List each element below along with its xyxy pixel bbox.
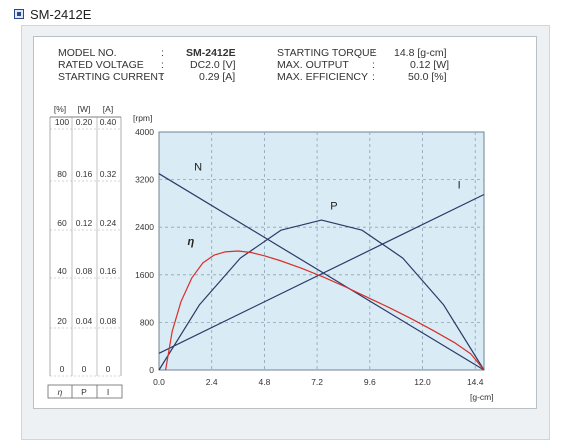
left-axis-tick-label: 0.12 bbox=[76, 218, 93, 228]
colon: : bbox=[161, 59, 164, 71]
colon: : bbox=[161, 47, 164, 59]
series-line-i bbox=[158, 193, 485, 354]
left-axis-tick-label: 60 bbox=[57, 218, 67, 228]
left-axis-footer-label: P bbox=[81, 387, 87, 397]
x-tick-label: 0.0 bbox=[153, 377, 165, 387]
series-label: η bbox=[188, 236, 195, 248]
left-axis-tick-label: 20 bbox=[57, 316, 67, 326]
y-tick-label: 3200 bbox=[135, 175, 154, 185]
starting-current-value: 0.29 [A] bbox=[199, 71, 236, 83]
left-axis-tick-label: 0.04 bbox=[76, 316, 93, 326]
series-label: N bbox=[194, 162, 202, 174]
max-output-value: 0.12 [W] bbox=[410, 59, 450, 71]
left-axis-tick-label: 0.08 bbox=[100, 316, 117, 326]
colon: : bbox=[372, 47, 375, 59]
series-line-eta bbox=[165, 250, 485, 371]
x-axis-label: [g-cm] bbox=[470, 392, 494, 402]
left-axis-tick-label: 0 bbox=[82, 364, 87, 374]
colon: : bbox=[372, 59, 375, 71]
left-axis-tick-label: 0.16 bbox=[76, 169, 93, 179]
left-axis-tick-label: 0.24 bbox=[100, 218, 117, 228]
y-axis-label: [rpm] bbox=[133, 113, 152, 123]
model-no-label: MODEL NO. bbox=[58, 47, 117, 59]
left-axis-tick-label: 0.08 bbox=[76, 266, 93, 276]
max-output-label: MAX. OUTPUT bbox=[277, 59, 349, 71]
left-axis-footer-label: I bbox=[107, 387, 109, 397]
plot-area bbox=[158, 131, 485, 371]
left-axis-tick-label: 0 bbox=[60, 364, 65, 374]
left-axis-header: [%] bbox=[54, 104, 66, 114]
left-axis-tick-label: 0 bbox=[106, 364, 111, 374]
page-title: SM-2412E bbox=[30, 6, 92, 22]
left-axis-header: [W] bbox=[78, 104, 91, 114]
max-efficiency-label: MAX. EFFICIENCY bbox=[277, 71, 369, 83]
y-tick-label: 4000 bbox=[135, 127, 154, 137]
left-axis-tick-label: 0.40 bbox=[100, 117, 117, 127]
left-axis-footer-label: η bbox=[58, 387, 63, 397]
left-axis-tick-label: 100 bbox=[55, 117, 69, 127]
y-tick-label: 0 bbox=[149, 365, 154, 375]
x-tick-label: 14.4 bbox=[467, 377, 484, 387]
y-tick-label: 2400 bbox=[135, 222, 154, 232]
page-header: SM-2412E bbox=[14, 5, 91, 23]
series-label: P bbox=[330, 200, 337, 212]
x-tick-label: 9.6 bbox=[364, 377, 376, 387]
starting-torque-label: STARTING TORQUE bbox=[277, 47, 377, 59]
rated-voltage-value: DC2.0 [V] bbox=[190, 59, 236, 71]
left-axis-tick-label: 0.16 bbox=[100, 266, 117, 276]
y-tick-label: 1600 bbox=[135, 270, 154, 280]
colon: : bbox=[372, 71, 375, 83]
y-tick-label: 800 bbox=[140, 317, 154, 327]
left-axis-tick-label: 40 bbox=[57, 266, 67, 276]
x-tick-label: 4.8 bbox=[258, 377, 270, 387]
starting-torque-value: 14.8 [g-cm] bbox=[394, 47, 447, 59]
series-label: I bbox=[458, 180, 461, 192]
left-axis-tick-label: 0.20 bbox=[76, 117, 93, 127]
left-axis-header: [A] bbox=[103, 104, 113, 114]
x-tick-label: 2.4 bbox=[206, 377, 218, 387]
bullet-square-icon bbox=[14, 9, 24, 19]
max-efficiency-value: 50.0 [%] bbox=[408, 71, 447, 83]
series-line-n bbox=[158, 173, 485, 371]
starting-current-label: STARTING CURRENT bbox=[58, 71, 165, 83]
series-line-p bbox=[158, 219, 485, 371]
colon: : bbox=[161, 71, 164, 83]
left-axis-tick-label: 80 bbox=[57, 169, 67, 179]
rated-voltage-label: RATED VOLTAGE bbox=[58, 59, 144, 71]
x-tick-label: 12.0 bbox=[414, 377, 431, 387]
left-axis-footer-box bbox=[47, 384, 123, 399]
x-tick-label: 7.2 bbox=[311, 377, 323, 387]
model-no-value: SM-2412E bbox=[186, 47, 236, 59]
left-axis-tick-label: 0.32 bbox=[100, 169, 117, 179]
